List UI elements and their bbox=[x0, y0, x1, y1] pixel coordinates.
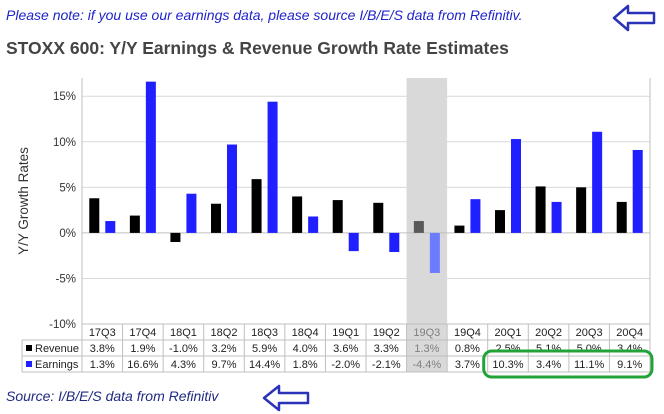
revenue-bar bbox=[535, 186, 546, 233]
highlight-column bbox=[406, 78, 448, 372]
category-label: 20Q2 bbox=[535, 327, 562, 339]
data-label: 2.5% bbox=[495, 343, 520, 355]
series-name: Revenue bbox=[35, 343, 79, 355]
data-label: 3.6% bbox=[333, 343, 358, 355]
source-note: Please note: if you use our earnings dat… bbox=[6, 7, 523, 23]
earnings-bar bbox=[308, 216, 319, 233]
revenue-legend-key bbox=[26, 345, 32, 351]
category-label: 18Q3 bbox=[251, 327, 278, 339]
revenue-bar bbox=[211, 203, 221, 233]
y-tick-label: 5% bbox=[59, 182, 76, 194]
data-label: 0.8% bbox=[455, 343, 480, 355]
data-label: 1.3% bbox=[414, 343, 439, 355]
revenue-bar bbox=[292, 196, 303, 233]
category-label: 20Q3 bbox=[576, 327, 603, 339]
revenue-bar bbox=[576, 187, 587, 233]
revenue-bar bbox=[413, 221, 424, 233]
data-label: 14.4% bbox=[249, 359, 280, 371]
earnings-bar bbox=[429, 232, 440, 273]
earnings-bar bbox=[186, 193, 197, 233]
data-label: 3.4% bbox=[536, 359, 561, 371]
source-footer: Source: I/B/E/S data from Refinitiv bbox=[6, 388, 219, 404]
data-label: 4.3% bbox=[171, 359, 196, 371]
data-label: 11.1% bbox=[574, 359, 605, 371]
y-tick-label: 10% bbox=[53, 137, 76, 149]
earnings-bar bbox=[592, 131, 603, 233]
earnings-bar bbox=[227, 144, 237, 233]
data-label: -1.0% bbox=[169, 343, 198, 355]
earnings-bar bbox=[105, 221, 116, 233]
y-axis-label: Y/Y Growth Rates bbox=[16, 147, 31, 255]
series-name: Earnings bbox=[35, 359, 79, 371]
chart-title: STOXX 600: Y/Y Earnings & Revenue Growth… bbox=[6, 38, 509, 58]
revenue-bar bbox=[373, 202, 384, 233]
earnings-bar bbox=[470, 199, 481, 233]
category-label: 18Q1 bbox=[170, 327, 197, 339]
data-label: -2.1% bbox=[372, 359, 401, 371]
data-label: 4.0% bbox=[293, 343, 318, 355]
category-label: 17Q4 bbox=[129, 327, 156, 339]
earnings-bar bbox=[389, 232, 400, 253]
data-label: 3.7% bbox=[455, 359, 480, 371]
earnings-bar bbox=[632, 149, 643, 233]
earnings-bar bbox=[348, 232, 359, 252]
revenue-bar bbox=[129, 215, 140, 233]
data-label: -4.4% bbox=[412, 359, 441, 371]
category-label: 17Q3 bbox=[89, 327, 116, 339]
highlight-box bbox=[482, 349, 654, 379]
category-label: 18Q2 bbox=[211, 327, 238, 339]
y-tick-label: 15% bbox=[53, 91, 76, 103]
data-label: 16.6% bbox=[127, 359, 158, 371]
earnings-bar bbox=[511, 139, 521, 233]
category-label: 18Q4 bbox=[292, 327, 319, 339]
data-label: 9.7% bbox=[211, 359, 236, 371]
y-tick-label: -10% bbox=[49, 319, 76, 331]
left-arrow-icon-footer bbox=[262, 384, 310, 412]
revenue-bar bbox=[454, 225, 465, 233]
left-arrow-icon bbox=[612, 4, 656, 32]
data-label: -2.0% bbox=[331, 359, 360, 371]
category-label: 20Q1 bbox=[495, 327, 522, 339]
revenue-bar bbox=[616, 201, 627, 233]
revenue-bar bbox=[332, 200, 343, 233]
data-label: 1.8% bbox=[293, 359, 318, 371]
data-label: 3.3% bbox=[374, 343, 399, 355]
data-label: 3.8% bbox=[90, 343, 115, 355]
data-label: 5.0% bbox=[577, 343, 602, 355]
y-tick-label: 0% bbox=[59, 228, 76, 240]
y-tick-label: -5% bbox=[56, 273, 76, 285]
data-label: 3.2% bbox=[211, 343, 236, 355]
revenue-bar bbox=[495, 210, 505, 233]
data-label: 10.3% bbox=[492, 359, 523, 371]
data-label: 1.3% bbox=[90, 359, 115, 371]
data-label: 3.4% bbox=[617, 343, 642, 355]
earnings-bar bbox=[551, 201, 562, 233]
category-label: 19Q3 bbox=[413, 327, 440, 339]
category-label: 20Q4 bbox=[616, 327, 643, 339]
revenue-bar bbox=[170, 232, 181, 242]
earnings-legend-key bbox=[26, 361, 32, 367]
category-label: 19Q4 bbox=[454, 327, 481, 339]
data-label: 5.9% bbox=[252, 343, 277, 355]
data-label: 1.9% bbox=[130, 343, 155, 355]
earnings-bar bbox=[145, 81, 156, 233]
revenue-bar bbox=[251, 179, 262, 233]
category-label: 19Q1 bbox=[332, 327, 359, 339]
earnings-bar bbox=[267, 101, 278, 233]
data-label: 9.1% bbox=[617, 359, 642, 371]
category-label: 19Q2 bbox=[373, 327, 400, 339]
revenue-bar bbox=[89, 198, 100, 233]
data-label: 5.1% bbox=[536, 343, 561, 355]
